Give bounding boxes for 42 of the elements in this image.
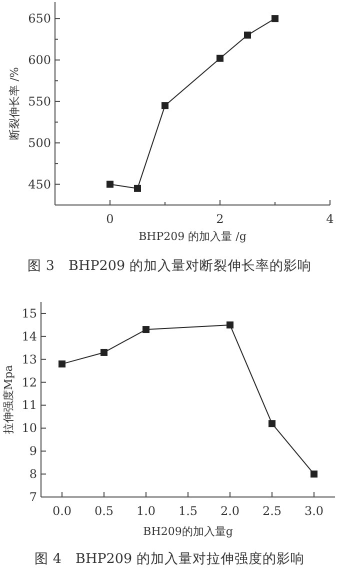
point: [142, 326, 150, 334]
y-axis-title: 拉伸强度Mpa: [2, 364, 15, 434]
point: [134, 184, 141, 192]
text: 图 3 BHP209 的加入量对断裂伸长率的影响: [28, 258, 312, 274]
point: [100, 348, 108, 356]
x-tick-label: 4: [326, 212, 334, 226]
x-tick-label: 3.0: [304, 504, 324, 518]
x-tick-label: 0: [106, 212, 114, 226]
point: [226, 321, 234, 328]
y-tick-label: 550: [28, 94, 51, 108]
y-tick-label: 11: [22, 398, 37, 412]
text: 图 4 BHP209 的加入量对拉伸强度的影响: [34, 551, 304, 567]
x-tick-label: 2: [216, 212, 224, 226]
y-tick-label: 600: [28, 53, 51, 67]
point: [272, 15, 278, 22]
point: [216, 54, 224, 62]
y-tick-label: 8: [29, 467, 37, 482]
x-axis-title: BH209的加入量g: [143, 525, 233, 538]
x-tick-label: 1.0: [136, 504, 156, 518]
x-axis-title: BHP209 的加入量 /g: [138, 230, 246, 243]
y-axis-title: 断裂伸长率 /%: [8, 67, 21, 140]
point: [268, 420, 276, 428]
y-tick-label: 9: [29, 444, 37, 458]
y-tick-label: 450: [28, 177, 51, 192]
y-tick-label: 10: [22, 421, 37, 436]
y-tick-label: 7: [29, 490, 37, 504]
y-tick-label: 15: [22, 306, 37, 320]
point: [244, 32, 251, 39]
x-tick-label: 0.0: [52, 504, 72, 518]
y-tick-label: 12: [22, 375, 37, 390]
x-tick-label: 2.5: [262, 504, 282, 518]
y-tick-label: 13: [22, 352, 37, 366]
point: [58, 360, 66, 368]
point: [310, 470, 318, 478]
y-tick-label: 650: [28, 12, 51, 26]
y-tick-label: 14: [22, 329, 38, 344]
y-tick-label: 500: [28, 136, 51, 150]
x-tick-label: 1.5: [178, 504, 198, 518]
point: [106, 180, 114, 188]
x-tick-label: 0.5: [94, 504, 114, 518]
point: [162, 102, 168, 110]
x-tick-label: 2.0: [220, 504, 240, 518]
